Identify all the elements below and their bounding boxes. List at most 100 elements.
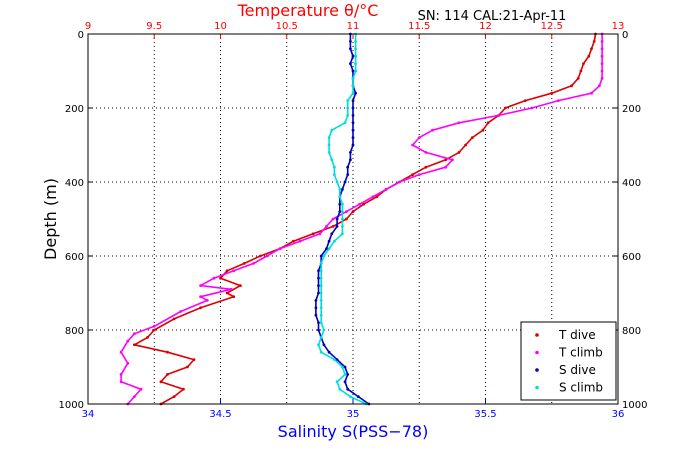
temperature-tick-label: 12.5 [541,21,563,32]
data-point [424,165,428,169]
data-point [411,143,414,147]
data-point [341,202,344,206]
data-point [351,77,355,80]
data-point [351,69,355,73]
data-point [265,254,269,258]
data-point [333,358,336,361]
data-point [298,239,302,243]
plot-frame [87,33,619,405]
data-point [354,40,357,43]
depth-tick-label-left: 800 [65,326,84,337]
data-point [319,262,323,265]
data-point [333,165,336,169]
legend-label: S climb [559,381,603,395]
depth-tick-label-left: 200 [65,104,84,115]
data-point [579,69,583,73]
data-point [335,217,339,221]
data-point [319,306,323,310]
data-point [139,387,143,391]
data-point [351,91,355,95]
data-point [225,269,229,273]
legend-marker [535,385,539,390]
salinity-tick-label: 34.5 [209,409,231,420]
data-point [351,121,355,125]
data-point [354,54,357,58]
data-point [351,143,355,147]
data-point [338,195,342,199]
data-point [199,295,203,299]
data-point [219,276,222,280]
data-point [346,373,350,376]
data-point [314,306,318,310]
data-point [119,350,123,354]
data-point [331,225,335,228]
depth-tick-label-left: 0 [78,30,84,41]
data-point [335,358,339,361]
salinity-tick-label: 34 [82,409,95,420]
data-point [327,350,331,354]
data-point [341,188,344,191]
salinity-tick-label: 35.5 [474,409,496,420]
data-point [133,332,136,336]
series-s-climb [317,32,368,406]
data-point [319,269,323,273]
data-point [341,217,344,221]
data-point [335,380,339,384]
data-point [126,339,130,343]
data-point [319,276,323,280]
data-point [570,84,573,88]
data-point [444,165,448,169]
data-point [325,247,328,251]
header-info: SN: 114 CAL:21-Apr-11 [418,9,567,24]
series-t-climb [119,32,604,406]
data-point [172,317,176,321]
data-point [166,373,169,376]
data-point [411,173,414,177]
data-point [457,151,461,154]
data-point [330,128,334,132]
data-point [182,387,185,391]
data-point [431,128,434,132]
data-point [341,210,344,214]
salinity-tick-label: 35 [347,409,360,420]
data-point [576,77,580,80]
data-point [346,387,350,391]
depth-axis-title: Depth (m) [41,178,60,260]
data-point [530,106,534,110]
data-point [133,343,136,347]
data-point [345,210,348,214]
legend-marker [535,350,539,355]
data-point [600,62,604,65]
salinity-tick-label: 36 [612,409,625,420]
data-point [258,254,262,258]
data-point [278,247,282,251]
data-point [598,84,601,88]
data-point [349,158,352,162]
data-point [590,91,593,95]
salinity-axis-title: Salinity S(PSS−78) [278,422,429,441]
data-point [587,54,591,58]
data-point [239,284,242,287]
data-point [179,310,183,313]
data-point [319,321,323,324]
data-point [481,128,485,132]
data-point [582,62,585,65]
data-point [172,395,176,398]
data-point [523,99,527,102]
data-point [346,173,350,177]
data-point [327,151,331,154]
depth-tick-label-left: 600 [65,252,84,263]
data-point [133,395,136,398]
depth-tick-label-right: 1000 [622,400,647,411]
data-point [424,151,428,154]
data-point [330,158,334,162]
data-point [166,350,169,354]
legend-label: S dive [559,363,596,377]
data-point [199,284,203,287]
data-point [600,40,604,43]
depth-tick-label-right: 0 [622,30,628,41]
series-t-dive [133,32,597,406]
data-point [232,295,236,299]
data-point [205,299,209,302]
